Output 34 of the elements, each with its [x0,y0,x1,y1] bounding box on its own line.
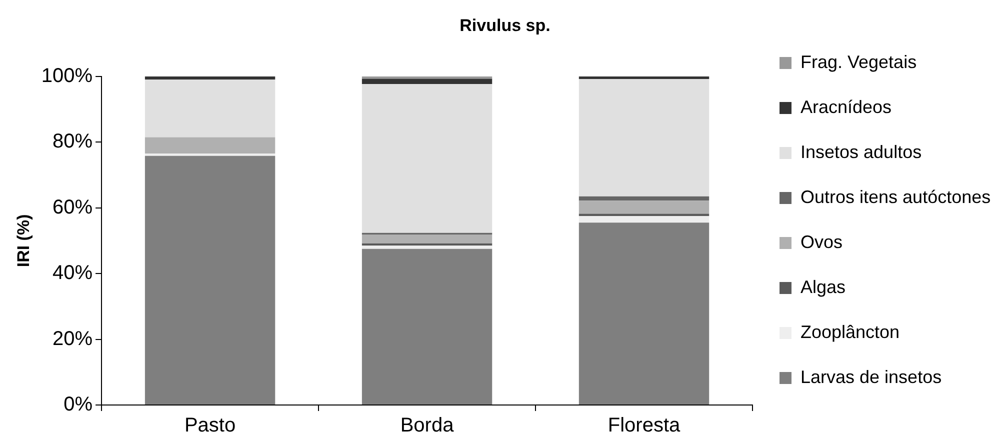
bar [362,246,492,249]
legend-label: Ovos [800,232,843,252]
bar [578,196,710,201]
bar [144,137,276,154]
legend-label: Outros itens autóctones [800,186,991,207]
bar [144,80,276,138]
bar [362,248,492,404]
bar [362,84,492,233]
legend-label: Zooplâncton [800,322,900,342]
legend-label: Aracnídeos [800,96,892,117]
legend-label: Larvas de insetos [800,366,942,387]
bar [578,222,710,404]
y-tick-label: 40% [52,262,93,284]
y-tick-label: 0% [64,394,93,416]
legend-label: Algas [800,276,846,297]
y-tick-label: 80% [52,130,93,153]
bar [144,76,276,80]
x-tick-label: Borda [400,414,455,437]
bar [578,200,710,214]
chart-title: Rivulus sp. [460,16,550,35]
bar [578,76,710,80]
bar [362,234,492,244]
legend-label: Frag. Vegetais [800,52,917,72]
bar [144,156,276,404]
x-tick-label: Pasto [184,414,236,437]
y-tick-label: 20% [52,328,93,350]
y-axis-title: IRI (%) [14,214,33,268]
bar [578,79,710,196]
bar [362,78,492,84]
y-tick-label: 60% [52,196,93,218]
legend-label: Insetos adultos [800,142,922,162]
y-tick-label: 100% [41,64,93,87]
x-tick-label: Floresta [608,414,682,437]
bar [578,216,710,223]
